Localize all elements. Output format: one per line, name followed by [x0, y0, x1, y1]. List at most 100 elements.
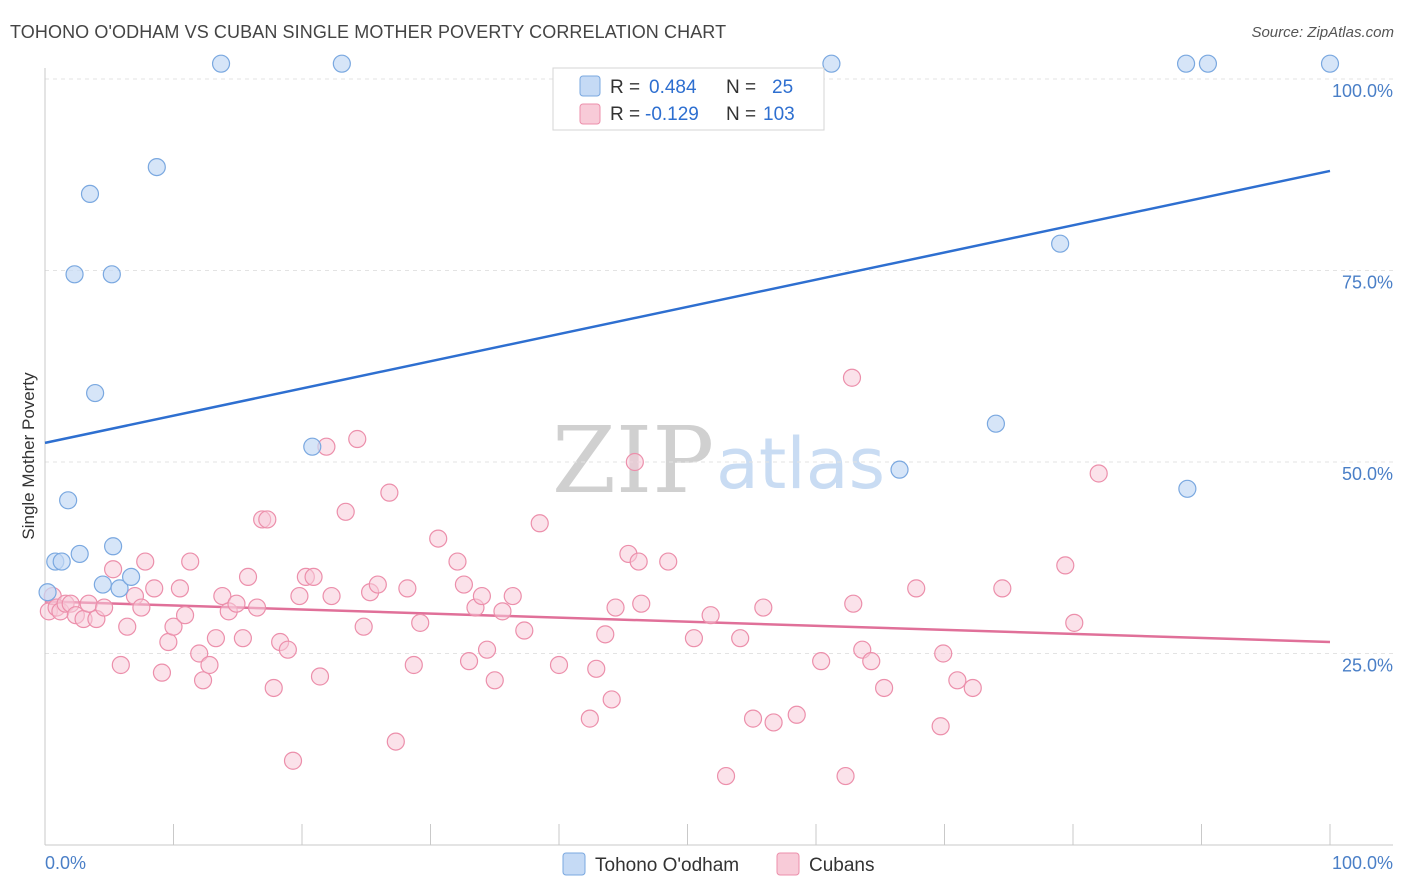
point-cubans-40 — [290, 586, 309, 606]
point-cubans-10 — [95, 598, 114, 617]
chart-title: TOHONO O'ODHAM VS CUBAN SINGLE MOTHER PO… — [10, 22, 727, 42]
point-cubans-89 — [842, 368, 862, 387]
point-cubans-47 — [348, 429, 367, 449]
y-tick-label-75: 75.0% — [1342, 273, 1393, 293]
point-tohono-8 — [93, 575, 112, 594]
watermark: ZIP atlas — [552, 407, 885, 514]
point-cubans-93 — [875, 678, 894, 698]
point-cubans-51 — [380, 483, 399, 502]
legend-swatch-tohono — [579, 75, 601, 97]
point-cubans-39 — [283, 751, 303, 770]
y-axis-label: Single Mother Poverty — [19, 372, 38, 540]
point-cubans-24 — [190, 644, 209, 663]
point-tohono-3 — [59, 491, 78, 510]
point-cubans-94 — [907, 579, 926, 598]
point-cubans-13 — [118, 617, 137, 636]
point-cubans-101 — [1065, 613, 1084, 632]
series-tohono-points — [38, 54, 1340, 602]
point-cubans-31 — [233, 629, 252, 648]
point-cubans-57 — [448, 552, 467, 571]
point-cubans-92 — [862, 652, 881, 671]
point-tohono-20 — [1051, 234, 1070, 253]
correlation-legend: R = 0.484 N = 25 R = -0.129 N = 103 — [552, 67, 825, 131]
point-cubans-16 — [136, 552, 155, 571]
legend-n-label-tohono: N = — [726, 77, 756, 98]
point-tohono-18 — [890, 460, 909, 479]
point-tohono-9 — [102, 265, 121, 284]
watermark-atlas: atlas — [716, 423, 885, 505]
point-cubans-52 — [386, 732, 405, 751]
gridlines — [45, 78, 1393, 654]
point-cubans-36 — [264, 678, 283, 698]
point-cubans-71 — [596, 625, 615, 644]
point-cubans-78 — [659, 552, 678, 571]
point-cubans-80 — [701, 606, 720, 625]
legend-n-value-tohono: 25 — [772, 77, 793, 98]
point-tohono-12 — [121, 567, 141, 587]
point-tohono-4 — [65, 265, 84, 284]
point-cubans-20 — [164, 617, 183, 636]
point-cubans-84 — [754, 598, 773, 617]
point-cubans-18 — [152, 663, 172, 682]
point-tohono-14 — [211, 54, 231, 73]
y-tick-label-25: 25.0% — [1342, 656, 1393, 676]
point-cubans-65 — [503, 586, 522, 606]
series-cubans-points — [39, 368, 1108, 786]
point-cubans-87 — [812, 652, 831, 671]
legend-r-label-tohono: R = — [610, 77, 640, 98]
point-cubans-62 — [477, 640, 497, 659]
point-tohono-10 — [104, 537, 123, 556]
point-cubans-56 — [429, 529, 448, 548]
point-cubans-76 — [629, 552, 648, 571]
point-tohono-7 — [86, 383, 105, 403]
x-tick-label-min: 0.0% — [45, 853, 86, 873]
point-cubans-99 — [993, 579, 1012, 598]
legend-swatch-cubans — [579, 103, 601, 125]
point-cubans-70 — [587, 659, 606, 678]
trend-line-tohono — [44, 169, 1331, 445]
point-tohono-15 — [332, 54, 351, 73]
point-cubans-59 — [459, 652, 479, 671]
legend-n-value-cubans: 103 — [763, 104, 795, 125]
x-tick-label-max: 100.0% — [1332, 853, 1393, 873]
point-cubans-86 — [787, 705, 806, 724]
point-cubans-75 — [625, 452, 644, 472]
point-cubans-58 — [454, 575, 474, 594]
point-cubans-17 — [145, 579, 164, 598]
point-tohono-11 — [110, 579, 129, 598]
bottom-legend-label-tohono: Tohono O'odham — [595, 855, 739, 876]
point-cubans-90 — [844, 594, 863, 613]
point-cubans-28 — [213, 586, 232, 606]
x-ticks — [44, 824, 1331, 845]
point-cubans-67 — [530, 514, 549, 533]
point-cubans-26 — [200, 655, 219, 675]
point-cubans-19 — [159, 632, 178, 652]
point-tohono-16 — [303, 437, 322, 456]
legend-r-value-cubans: -0.129 — [645, 104, 699, 125]
point-cubans-27 — [206, 629, 226, 648]
point-cubans-88 — [836, 766, 855, 786]
point-tohono-22 — [1178, 479, 1197, 498]
source-credit: Source: ZipAtlas.com — [1251, 24, 1394, 41]
point-cubans-95 — [931, 717, 950, 736]
point-cubans-53 — [398, 579, 417, 598]
point-cubans-81 — [716, 766, 736, 786]
point-cubans-8 — [79, 594, 98, 613]
point-cubans-23 — [181, 552, 200, 571]
point-cubans-38 — [278, 640, 297, 659]
y-tick-label-100: 100.0% — [1332, 81, 1393, 101]
bottom-legend-swatch-cubans — [776, 852, 800, 876]
point-cubans-32 — [238, 567, 258, 587]
point-cubans-64 — [493, 602, 512, 621]
point-cubans-61 — [472, 586, 491, 606]
point-cubans-35 — [258, 510, 277, 529]
y-tick-label-50: 50.0% — [1342, 464, 1393, 484]
point-cubans-22 — [175, 606, 195, 625]
point-cubans-42 — [304, 567, 323, 587]
point-cubans-102 — [1089, 464, 1108, 483]
point-tohono-6 — [80, 184, 100, 203]
point-cubans-15 — [132, 598, 151, 617]
point-cubans-12 — [111, 655, 130, 675]
point-cubans-48 — [354, 617, 373, 636]
